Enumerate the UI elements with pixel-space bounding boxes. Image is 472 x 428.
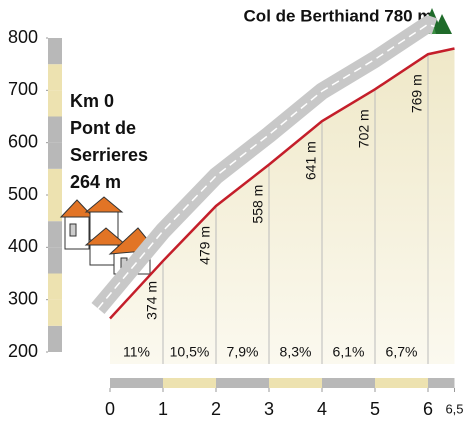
value-label: 374 m — [144, 281, 160, 320]
y-tick-label: 500 — [8, 184, 38, 204]
x-tick-label: 3 — [264, 399, 274, 419]
x-tick-label: 6,5 — [445, 401, 463, 416]
axis-stripe — [48, 273, 62, 300]
y-tick-label: 400 — [8, 236, 38, 256]
axis-stripe — [48, 142, 62, 169]
gradient-label: 7,9% — [227, 344, 259, 360]
value-label: 769 m — [409, 74, 425, 113]
gradient-label: 11% — [123, 344, 150, 360]
road-centre — [97, 23, 435, 309]
start-label-line: Pont de — [70, 118, 136, 138]
start-label: Km 0 Pont de Serrieres 264 m — [70, 91, 148, 192]
x-tick-label: 2 — [211, 399, 221, 419]
axis-stripe — [163, 378, 216, 388]
background — [48, 38, 455, 388]
start-label-line: Km 0 — [70, 91, 114, 111]
x-tick-label: 1 — [158, 399, 168, 419]
axis-stripe — [48, 64, 62, 91]
value-label: 558 m — [250, 185, 266, 224]
profile-area — [110, 48, 455, 364]
gradient-label: 6,1% — [333, 344, 365, 360]
y-tick-label: 300 — [8, 288, 38, 308]
y-tick-label: 800 — [8, 27, 38, 47]
axis-stripe — [48, 299, 62, 326]
axis-stripe — [48, 116, 62, 143]
x-tick-label: 6 — [423, 399, 433, 419]
axis-stripe — [48, 221, 62, 248]
axis-stripe — [269, 378, 322, 388]
axis-stripe — [48, 168, 62, 195]
x-tick-label: 4 — [317, 399, 327, 419]
y-tick-label: 700 — [8, 79, 38, 99]
x-tick-label: 0 — [105, 399, 115, 419]
start-label-line: 264 m — [70, 172, 121, 192]
axis-stripe — [110, 378, 163, 388]
gradient-label: 10,5% — [170, 344, 210, 360]
gradient-label: 8,3% — [280, 344, 312, 360]
gradient-label: 6,7% — [386, 344, 418, 360]
axis-stripe — [48, 90, 62, 117]
x-tick-label: 5 — [370, 399, 380, 419]
chart-title: Col de Berthiand 780 m — [244, 6, 433, 25]
profile-line — [109, 47, 455, 320]
value-label: 479 m — [197, 226, 213, 265]
axis-stripe — [322, 378, 375, 388]
axis-stripe — [375, 378, 428, 388]
value-label: 702 m — [356, 109, 372, 148]
y-tick-label: 200 — [8, 341, 38, 361]
start-label-line: Serrieres — [70, 145, 148, 165]
axis-stripe — [48, 195, 62, 222]
value-label: 641 m — [303, 141, 319, 180]
axis-stripe — [48, 38, 62, 65]
axis-stripe — [48, 247, 62, 274]
axis-stripe — [428, 378, 455, 388]
axis-stripe — [48, 325, 62, 352]
axis-stripe — [216, 378, 269, 388]
y-tick-label: 600 — [8, 131, 38, 151]
